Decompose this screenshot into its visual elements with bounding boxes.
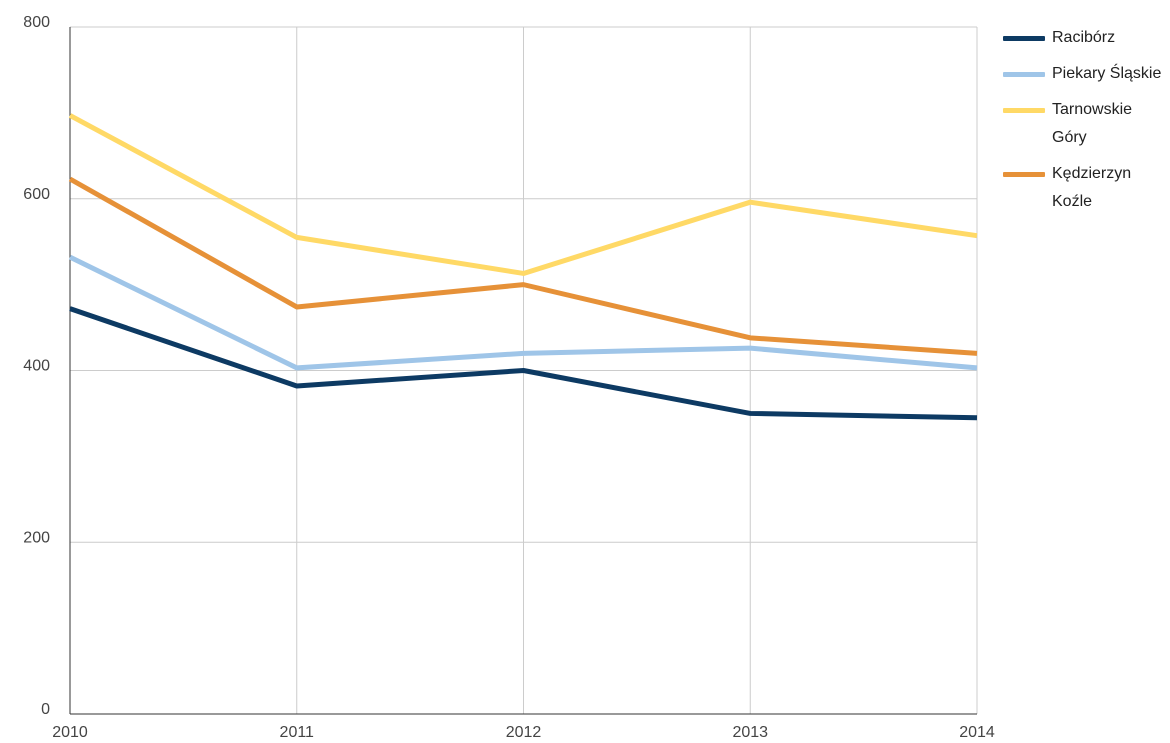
x-tick-label: 2010 [52,724,88,741]
y-tick-label: 200 [23,529,50,546]
x-tick-label: 2013 [732,724,768,741]
y-tick-label: 600 [23,186,50,203]
x-tick-label: 2011 [280,724,315,741]
legend-entry: Piekary Śląskie [1003,60,1170,88]
y-tick-label: 400 [23,358,50,375]
legend-swatch [1003,172,1045,177]
legend-label: Piekary Śląskie [1052,65,1162,82]
legend-entry: Kędzierzyn Koźle [1003,160,1170,216]
legend-entry: Racibórz [1003,24,1170,52]
legend-swatch [1003,108,1045,113]
series-line [69,306,978,421]
series-line [68,113,978,276]
y-tick-label: 800 [23,14,50,31]
legend: Racibórz Piekary Śląskie Tarnowskie Góry Kę… [1003,24,1170,224]
legend-swatch [1003,72,1045,77]
x-tick-label: 2012 [506,724,542,741]
y-tick-label: 0 [41,701,50,718]
series-line [68,254,978,371]
x-tick-label: 2014 [959,724,995,741]
legend-label: Racibórz [1052,29,1116,46]
legend-swatch [1003,36,1045,41]
series-line [68,176,978,356]
legend-entry: Tarnowskie Góry [1003,96,1170,152]
legend-label: Tarnowskie Góry [1052,101,1133,146]
legend-label: Kędzierzyn Koźle [1052,165,1132,210]
